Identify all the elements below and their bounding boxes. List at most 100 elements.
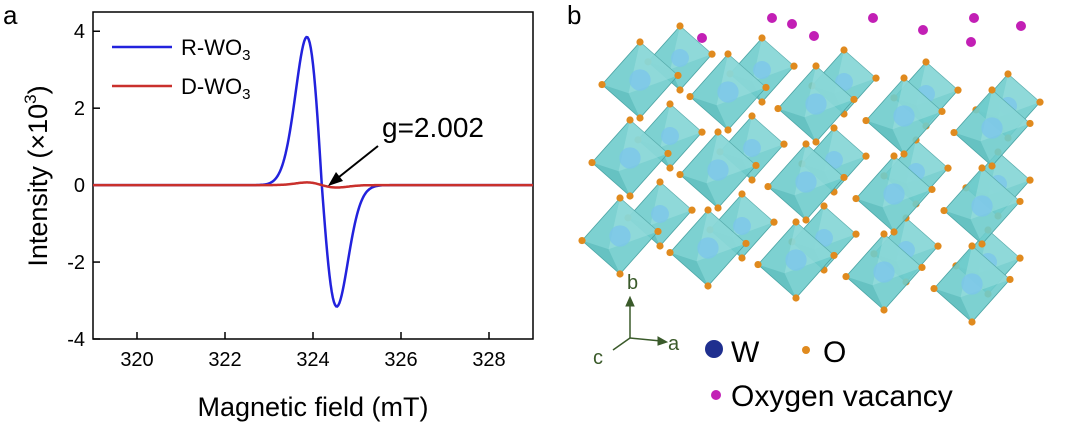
tungsten-atom — [651, 205, 669, 223]
oxygen-atom — [1026, 119, 1034, 128]
axis-c-arrow — [612, 337, 631, 351]
oxygen-atom — [792, 294, 800, 302]
panel-letter-b: b — [567, 0, 581, 30]
legend-label-o: O — [823, 336, 846, 369]
oxygen-atom — [850, 95, 858, 104]
annotation-arrow-shaft — [333, 145, 379, 182]
axis-a-arrow — [629, 337, 662, 342]
y-tick-label: 4 — [74, 21, 85, 43]
legend-label-oxygen-vacancy: Oxygen vacancy — [731, 380, 953, 413]
octahedron-face-dark — [602, 84, 640, 118]
oxygen-vacancy — [697, 33, 707, 43]
oxygen-atom — [792, 218, 800, 226]
oxygen-atom — [616, 270, 624, 278]
oxygen-atom — [724, 126, 732, 134]
oxygen-atom — [862, 152, 870, 160]
octahedron-face-dark — [690, 96, 728, 130]
y-tick-label: 2 — [74, 98, 85, 120]
tungsten-atom — [707, 159, 729, 181]
g-factor-label: g=2.002 — [382, 112, 484, 143]
tungsten-atom — [883, 183, 905, 205]
oxygen-atom — [770, 218, 778, 226]
oxygen-atom — [842, 272, 850, 281]
oxygen-atom — [930, 284, 938, 293]
oxygen-atom — [738, 190, 746, 198]
oxygen-atom — [830, 251, 838, 260]
oxygen-atom — [880, 306, 888, 314]
tungsten-atom — [619, 147, 641, 169]
oxygen-atom — [748, 112, 756, 120]
oxygen-atom — [950, 128, 958, 137]
oxygen-atom — [664, 149, 672, 158]
tungsten-atom — [609, 225, 631, 247]
oxygen-vacancy — [918, 25, 928, 35]
oxygen-atom — [968, 242, 976, 250]
oxygen-atom — [656, 178, 664, 186]
oxygen-atom — [812, 62, 820, 70]
oxygen-atom — [714, 128, 722, 136]
octahedron-face-dark — [592, 162, 630, 196]
oxygen-atom — [636, 114, 644, 122]
oxygen-atom — [954, 86, 962, 94]
oxygen-atom — [978, 164, 986, 172]
oxygen-atom — [918, 263, 926, 272]
oxygen-atom — [900, 150, 908, 158]
oxygen-atom — [666, 248, 674, 257]
oxygen-atom — [1016, 254, 1024, 262]
y-axis-ticks: 4 2 0 -2 -4 — [67, 21, 100, 351]
tungsten-atom — [671, 49, 689, 67]
oxygen-atom — [636, 38, 644, 46]
axis-a-label: a — [668, 333, 680, 355]
chart-legend: R-WO3 D-WO3 — [112, 35, 250, 103]
x-tick-label: 326 — [384, 349, 417, 371]
oxygen-atom — [812, 138, 820, 146]
epr-chart: 320 322 324 326 328 4 2 0 -2 -4 R-WO3 D-WO3 g=2.… — [21, 11, 534, 422]
oxygen-atom — [1026, 176, 1034, 184]
oxygen-atom — [588, 158, 596, 167]
series-line-r-wo3 — [93, 35, 533, 308]
axis-b-arrowhead — [625, 295, 635, 307]
oxygen-vacancy — [787, 19, 797, 29]
oxygen-atom — [738, 254, 746, 262]
oxygen-atom — [742, 239, 750, 248]
tungsten-atom — [971, 195, 993, 217]
octahedron-face-dark — [680, 174, 718, 208]
series-line-d-wo3 — [93, 181, 533, 189]
octahedron-face-dark — [866, 120, 904, 154]
y-axis-label: Intensity (×103) — [21, 85, 53, 266]
oxygen-atom — [934, 242, 942, 250]
tungsten-atom — [743, 139, 761, 157]
oxygen-atom — [654, 227, 662, 236]
tungsten-atom — [661, 127, 679, 145]
oxygen-atom — [714, 204, 722, 212]
oxygen-atom — [666, 100, 674, 108]
oxygen-atom — [852, 230, 860, 238]
tungsten-atom — [805, 93, 827, 115]
octahedron-face-dark — [778, 108, 816, 142]
oxygen-atom — [704, 282, 712, 290]
oxygen-atom — [676, 170, 684, 179]
oxygen-atom — [698, 128, 706, 136]
oxygen-atom — [1006, 275, 1014, 284]
tungsten-atom — [873, 261, 895, 283]
x-tick-label: 328 — [472, 349, 505, 371]
oxygen-vacancy — [767, 13, 777, 23]
legend-label-r-wo3: R-WO3 — [181, 35, 250, 64]
y-tick-label: -4 — [67, 329, 85, 351]
oxygen-atom — [578, 236, 586, 245]
oxygen-atom — [762, 83, 770, 92]
oxygen-atom — [598, 80, 606, 89]
octahedron-face-dark — [758, 264, 796, 298]
oxygen-atom — [1004, 70, 1012, 78]
oxygen-atom — [872, 74, 880, 82]
x-axis-ticks: 320 322 324 326 328 — [120, 332, 506, 371]
octahedron-face-dark — [954, 132, 992, 166]
axis-a-arrowhead — [657, 336, 669, 346]
oxygen-atom — [880, 230, 888, 238]
x-tick-label: 322 — [208, 349, 241, 371]
axis-c-label: c — [593, 347, 603, 369]
oxygen-vacancy-icon — [711, 390, 721, 400]
oxygen-atom — [790, 62, 798, 70]
tungsten-atom — [733, 217, 751, 235]
